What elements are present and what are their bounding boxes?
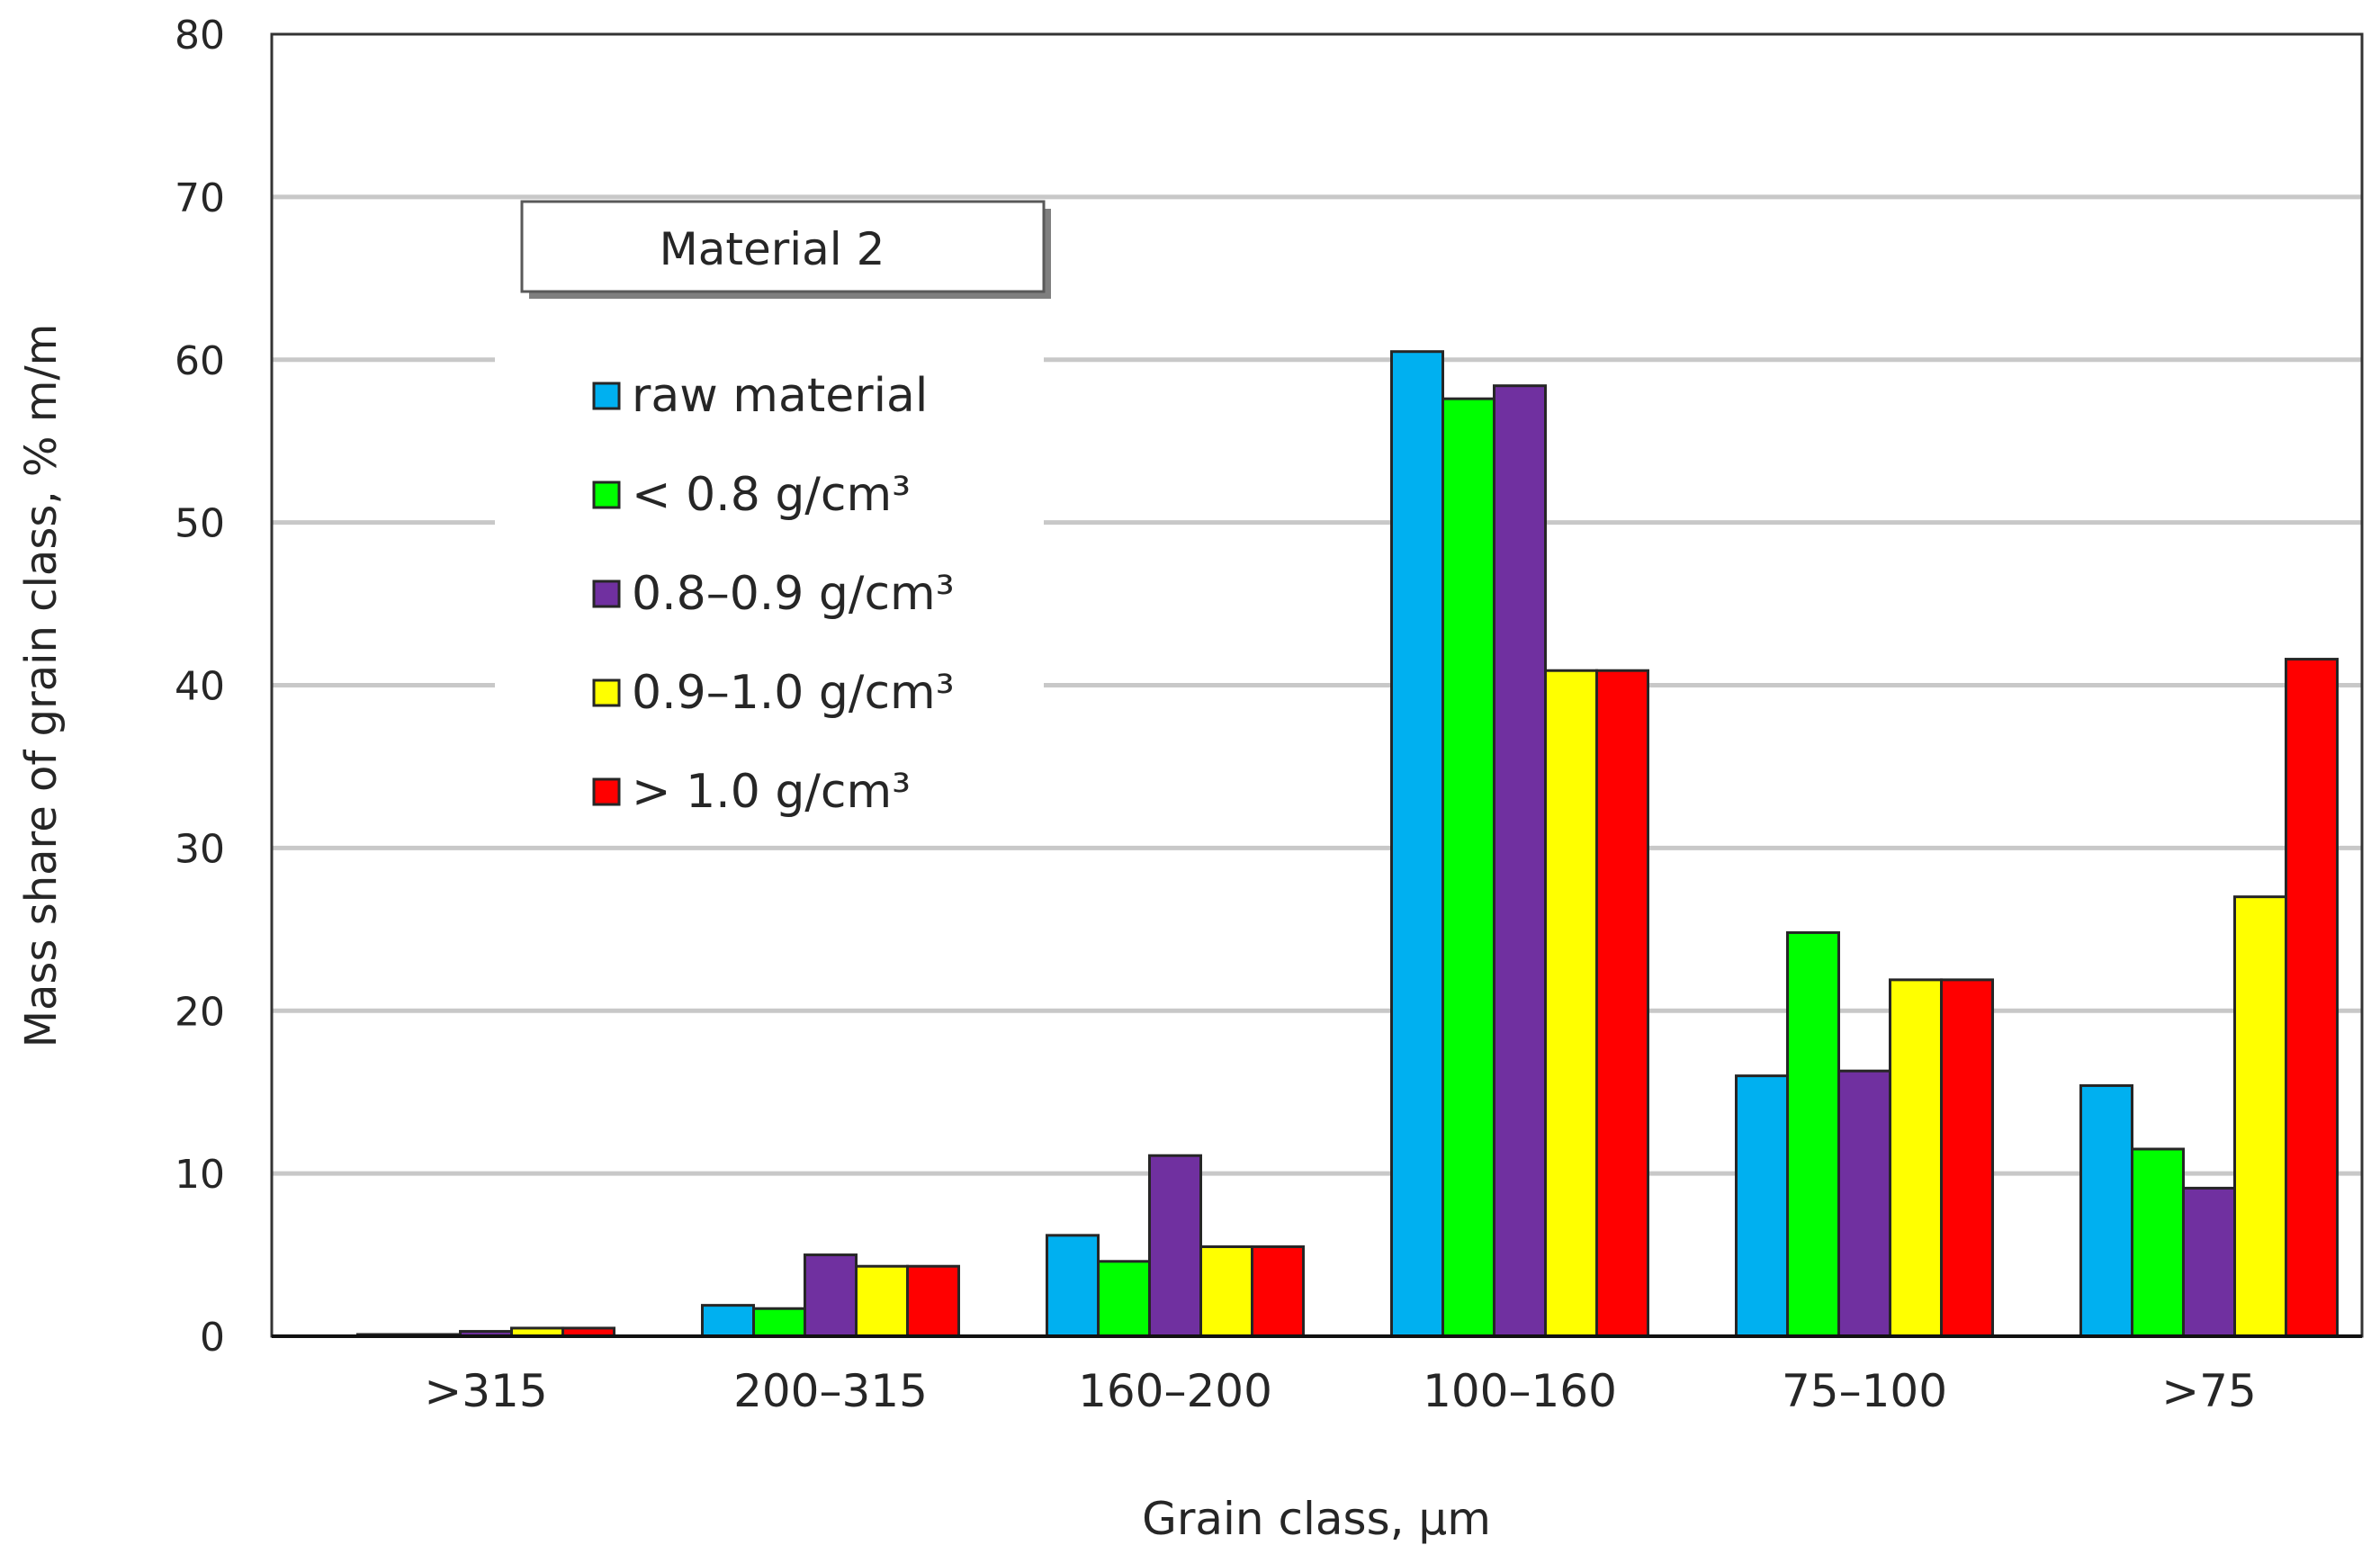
bar [1199,1245,1253,1338]
bar [1251,1245,1305,1338]
legend-label: 0.9–1.0 g/cm³ [632,666,955,720]
bar [1786,930,1840,1338]
y-axis-tick-labels: 0 10 20 30 40 50 60 70 80 [175,13,225,1361]
x-tick-label: 75–100 [1782,1365,1947,1417]
bar [1493,384,1547,1338]
x-tick-label: >75 [2161,1365,2257,1417]
x-axis-label: Grain class, µm [1142,1493,1491,1545]
bar [1441,397,1495,1338]
legend: raw material < 0.8 g/cm³ 0.8–0.9 g/cm³ 0.9–… [592,369,955,819]
bar [1889,978,1943,1338]
y-tick-label: 80 [175,13,225,58]
legend-label: raw material [632,369,928,423]
legend-swatch [592,382,621,410]
y-tick-label: 0 [200,1315,225,1361]
bar [1940,978,1994,1338]
bar [906,1264,960,1338]
bar [1837,1069,1891,1338]
bar [2233,895,2287,1338]
bar [804,1253,858,1338]
y-tick-label: 50 [175,501,225,547]
legend-background [495,351,1044,819]
chart-title-box: Material 2 [520,200,1051,299]
legend-label: > 1.0 g/cm³ [632,765,911,819]
legend-swatch [592,579,621,608]
legend-swatch [592,481,621,509]
bar [701,1304,755,1338]
x-tick-label: 160–200 [1078,1365,1272,1417]
legend-swatch [592,777,621,806]
y-tick-label: 30 [175,826,225,872]
chart-title: Material 2 [660,223,885,275]
x-tick-label: >315 [424,1365,547,1417]
bar [1046,1234,1100,1338]
bar [1097,1260,1151,1338]
x-tick-label: 200–315 [733,1365,928,1417]
legend-label: < 0.8 g/cm³ [632,468,911,522]
y-tick-label: 10 [175,1152,225,1198]
bar [1544,669,1598,1338]
legend-label: 0.8–0.9 g/cm³ [632,567,955,621]
y-tick-label: 60 [175,338,225,384]
y-tick-label: 20 [175,989,225,1035]
y-tick-label: 70 [175,175,225,221]
legend-swatch [592,678,621,707]
x-tick-label: 100–160 [1423,1365,1617,1417]
bar [1148,1154,1202,1338]
bar [752,1307,806,1338]
bar [2079,1083,2133,1338]
bar [1390,350,1444,1338]
y-tick-label: 40 [175,664,225,710]
bar [2182,1186,2236,1338]
title-box-border [520,200,1046,293]
bar [855,1264,909,1338]
bar [1595,669,1649,1338]
x-axis-tick-labels: >315 200–315 160–200 100–160 75–100 >75 [424,1365,2256,1417]
bar [2131,1147,2185,1338]
bar [1735,1074,1789,1338]
y-axis-label: Mass share of grain class, % m/m [16,324,67,1048]
bar [2285,658,2339,1338]
